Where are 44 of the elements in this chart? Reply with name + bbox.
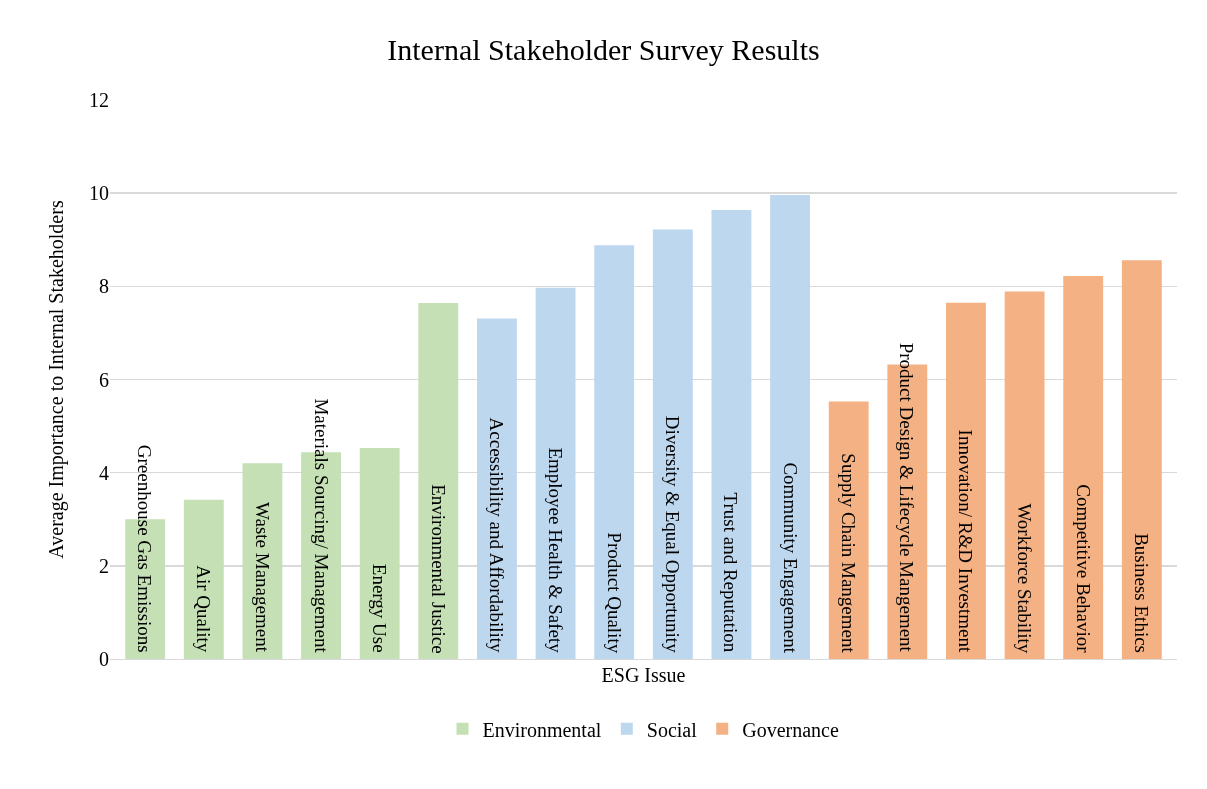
legend-label: Governance xyxy=(742,718,839,741)
x-tick-label: Product Design & Lifecycle Mangement xyxy=(896,342,918,653)
bar xyxy=(594,245,635,659)
bar xyxy=(1121,260,1162,659)
x-tick-label: Trust and Reputation xyxy=(720,492,742,653)
x-tick-label: Innovation/ R&D Investment xyxy=(955,429,977,653)
x-tick-label: Waste Management xyxy=(251,502,273,653)
bar xyxy=(477,318,517,659)
bar xyxy=(652,229,693,659)
y-tick-label: 4 xyxy=(99,461,109,484)
bar xyxy=(711,209,752,659)
x-axis-title: ESG Issue xyxy=(601,663,686,686)
x-tick-label: Materials Sourcing/ Management xyxy=(310,398,332,654)
y-tick-label: 8 xyxy=(99,275,109,298)
x-tick-label: Air Quality xyxy=(192,565,214,653)
y-tick-label: 6 xyxy=(99,368,109,391)
x-tick-label: Environmental Justice xyxy=(427,484,449,654)
x-tick-label: Employee Health & Safety xyxy=(544,447,566,654)
x-tick-label: Competitive Behavior xyxy=(1072,484,1094,654)
x-tick-label: Workforce Stability xyxy=(1013,503,1035,654)
x-tick-label: Community Engagement xyxy=(779,462,801,654)
bar xyxy=(535,287,576,659)
x-tick-label: Diversity & Equal Opportunity xyxy=(662,415,684,654)
y-tick-label: 12 xyxy=(89,89,109,111)
y-tick-label: 10 xyxy=(89,182,109,205)
y-tick-label: 0 xyxy=(99,648,109,670)
bar xyxy=(1004,291,1045,659)
legend-label: Social xyxy=(646,718,698,741)
bar xyxy=(1063,276,1104,659)
x-tick-label: Supply Chain Mangement xyxy=(837,453,859,654)
bar xyxy=(946,302,986,659)
bar xyxy=(359,447,400,659)
x-tick-label: Business Ethics xyxy=(1130,533,1152,653)
x-tick-label: Accessibility and Affordability xyxy=(486,417,508,654)
bar xyxy=(183,499,224,659)
legend-label: Environmental xyxy=(482,718,602,741)
chart-title: Internal Stakeholder Survey Results xyxy=(387,33,820,67)
x-tick-label: Product Quality xyxy=(603,532,625,654)
bar xyxy=(770,195,810,659)
y-axis-title: Average Importance to Internal Stakeholders xyxy=(44,200,68,559)
y-tick-label: 2 xyxy=(99,554,109,577)
x-tick-label: Energy Use xyxy=(369,563,391,653)
x-tick-label: Greenhouse Gas Emissions xyxy=(134,444,156,653)
bar xyxy=(418,303,459,659)
